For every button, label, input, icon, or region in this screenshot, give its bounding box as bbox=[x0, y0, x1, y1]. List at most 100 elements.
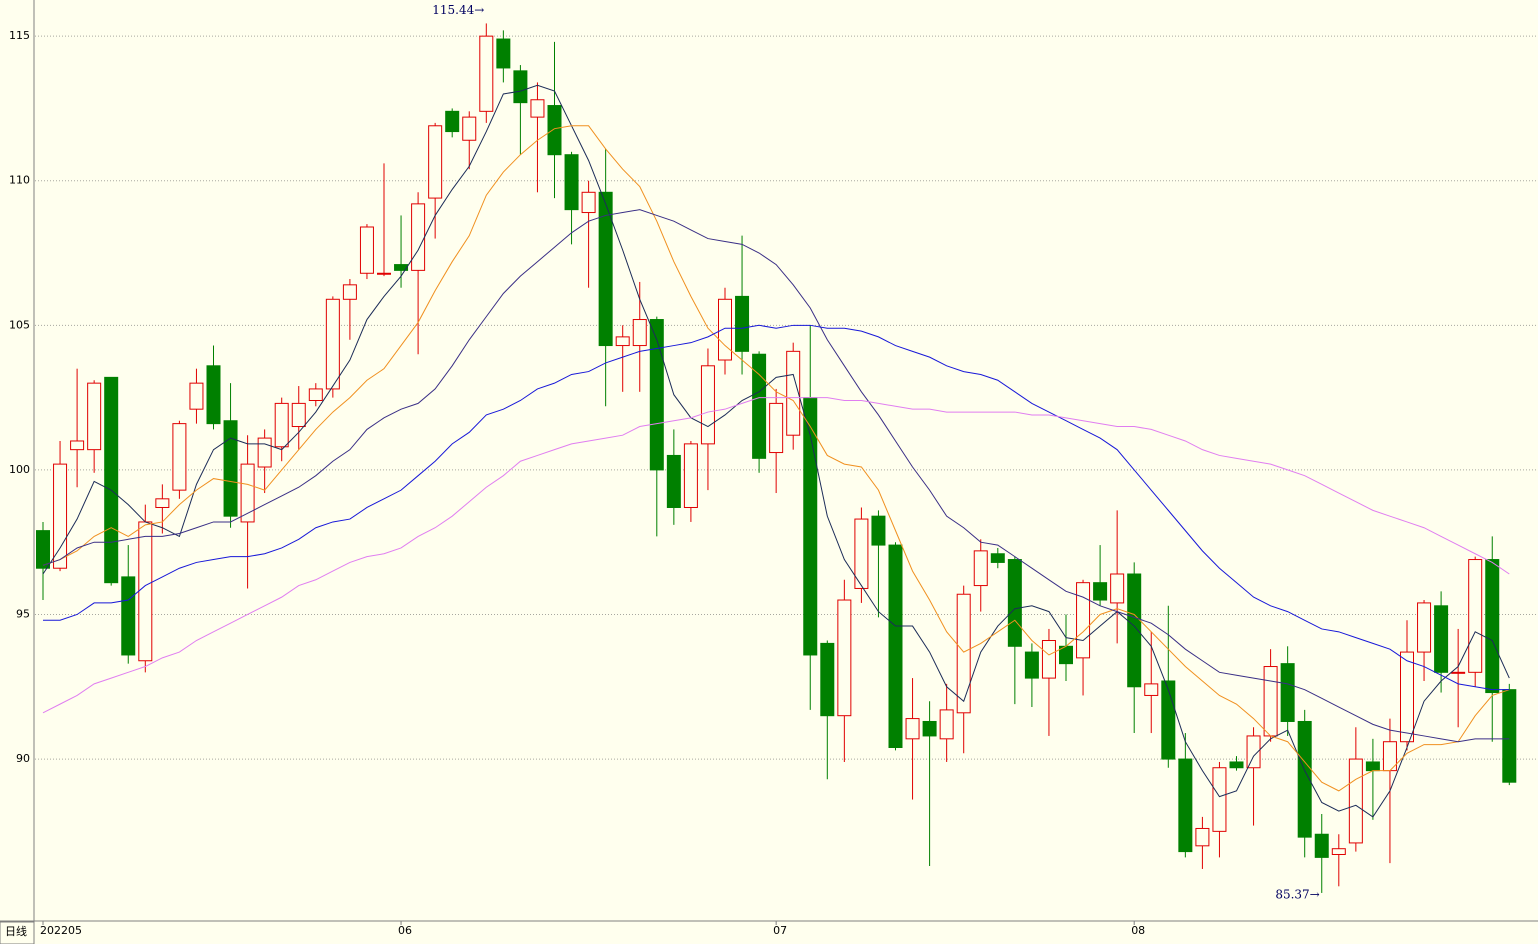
candle-body bbox=[1144, 683, 1159, 696]
annotation: 115.44→ bbox=[432, 3, 484, 17]
candle-body bbox=[479, 35, 494, 112]
x-tick-label: 202205 bbox=[40, 924, 82, 937]
candle-body bbox=[428, 125, 443, 199]
candle-body bbox=[1041, 640, 1056, 679]
period-label: 日线 bbox=[5, 924, 27, 938]
ma-line bbox=[42, 209, 1510, 743]
candle-body bbox=[735, 295, 750, 352]
candle-body bbox=[530, 99, 545, 118]
candle-body bbox=[632, 319, 647, 347]
annotation: 85.37→ bbox=[1275, 887, 1319, 901]
candle-body bbox=[564, 154, 579, 211]
candle-body bbox=[138, 521, 153, 662]
y-tick-label: 110 bbox=[9, 174, 30, 187]
ma-line bbox=[42, 397, 1510, 714]
candle-body bbox=[922, 720, 937, 737]
candle-body bbox=[939, 709, 954, 740]
candle-body bbox=[700, 365, 715, 445]
x-tick-label: 06 bbox=[398, 924, 412, 937]
candle-body bbox=[223, 420, 238, 517]
x-tick-label: 08 bbox=[1131, 924, 1145, 937]
ma-line bbox=[42, 84, 1510, 818]
x-tick-label: 07 bbox=[773, 924, 787, 937]
candle-body bbox=[411, 203, 426, 271]
candle-body bbox=[837, 599, 852, 717]
candle-body bbox=[1212, 767, 1227, 832]
candle-body bbox=[206, 365, 221, 425]
candle-body bbox=[769, 402, 784, 454]
candle-body bbox=[1280, 663, 1295, 722]
candle-body bbox=[956, 593, 971, 714]
y-tick-label: 95 bbox=[16, 607, 30, 620]
candle-body bbox=[888, 544, 903, 748]
candle-body bbox=[1314, 833, 1329, 858]
y-tick-label: 115 bbox=[9, 29, 30, 42]
candle-body bbox=[1400, 651, 1414, 743]
candle-body bbox=[325, 298, 340, 390]
candle-body bbox=[1468, 559, 1483, 673]
candle-body bbox=[1434, 605, 1449, 673]
candle-body bbox=[1161, 680, 1176, 760]
candle-body bbox=[172, 423, 187, 491]
candle-body bbox=[1297, 720, 1312, 838]
candle-body bbox=[155, 498, 170, 508]
candle-body bbox=[496, 38, 511, 69]
candle-body bbox=[854, 518, 869, 589]
candle-body bbox=[581, 191, 596, 214]
candle-body bbox=[1246, 735, 1261, 769]
candle-body bbox=[718, 298, 732, 361]
candle-body bbox=[70, 440, 85, 451]
ma-line bbox=[42, 125, 1510, 792]
candle-body bbox=[1502, 689, 1517, 783]
candle-body bbox=[274, 402, 289, 448]
candle-body bbox=[1365, 761, 1380, 772]
candle-body bbox=[257, 437, 272, 468]
candle-body bbox=[1229, 761, 1244, 769]
candle-body bbox=[990, 553, 1005, 563]
candle-body bbox=[752, 353, 767, 459]
y-tick-label: 90 bbox=[16, 752, 30, 765]
candle-body bbox=[1263, 666, 1278, 737]
candle-body bbox=[871, 515, 886, 546]
candle-body bbox=[905, 718, 920, 740]
candle-body bbox=[1178, 758, 1193, 853]
candle-body bbox=[359, 226, 374, 274]
candle-body bbox=[1076, 582, 1091, 659]
candle-body bbox=[649, 319, 664, 471]
period-box bbox=[0, 921, 35, 944]
candle-body bbox=[683, 443, 698, 508]
candle-body bbox=[104, 376, 119, 584]
candle-body bbox=[1451, 671, 1466, 674]
candle-body bbox=[308, 388, 323, 401]
candle-body bbox=[547, 105, 562, 156]
candle-body bbox=[342, 284, 357, 300]
candle-body bbox=[1093, 582, 1108, 601]
candle-body bbox=[1110, 573, 1125, 604]
ma-line bbox=[43, 324, 1510, 691]
candle-body bbox=[1195, 827, 1210, 847]
y-tick-label: 105 bbox=[9, 318, 30, 331]
candle-body bbox=[462, 116, 477, 141]
candle-body bbox=[615, 336, 630, 347]
candle-body bbox=[1331, 848, 1346, 855]
candle-body bbox=[973, 550, 988, 587]
candle-body bbox=[1485, 559, 1500, 694]
candle-body bbox=[513, 70, 528, 104]
candle-body bbox=[189, 382, 204, 410]
candle-body bbox=[394, 264, 409, 271]
candle-body bbox=[1348, 758, 1363, 844]
candle-body bbox=[377, 272, 391, 275]
candle-body bbox=[240, 463, 255, 523]
candle-body bbox=[1417, 602, 1432, 653]
candle-body bbox=[291, 402, 306, 428]
candle-body bbox=[820, 642, 835, 717]
candle-body bbox=[87, 382, 102, 451]
candle-body bbox=[1007, 559, 1022, 647]
candle-body bbox=[1024, 651, 1039, 679]
y-tick-label: 100 bbox=[9, 463, 30, 476]
candle-body bbox=[786, 350, 801, 436]
candle-body bbox=[666, 454, 681, 508]
candle-body bbox=[598, 191, 613, 347]
